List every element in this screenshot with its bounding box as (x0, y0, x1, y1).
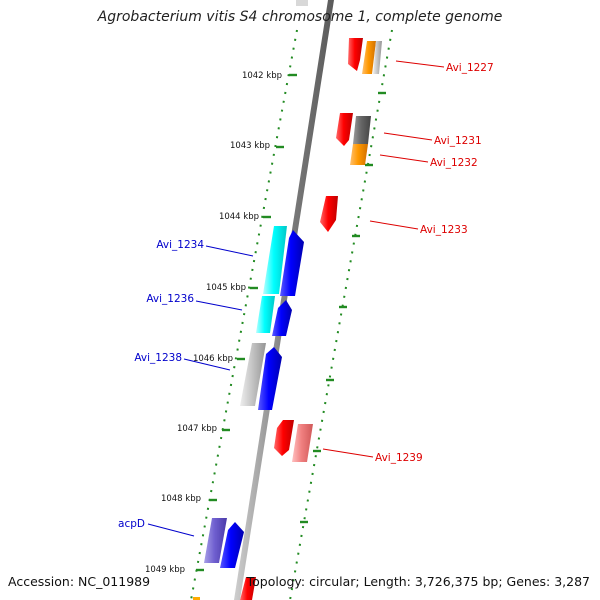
left-rail (190, 29, 298, 600)
gene-arrow (348, 38, 363, 71)
ruler-label: 1043 kbp (230, 141, 270, 151)
gene-arrow (373, 41, 382, 74)
gene-arrow (350, 144, 368, 165)
gene-arrow (204, 518, 227, 563)
ruler-label: 1049 kbp (145, 565, 185, 575)
gene-arrow (336, 113, 353, 146)
gene-label-avi-1227[interactable]: Avi_1227 (446, 62, 494, 74)
gene-arrow (193, 597, 200, 600)
leader-line (195, 300, 243, 311)
gene-arrow (258, 347, 282, 410)
gene-label-avi-1239[interactable]: Avi_1239 (375, 452, 423, 464)
leader-line (395, 60, 445, 68)
gene-label-avi-1232[interactable]: Avi_1232 (430, 157, 478, 169)
gene-arrow (362, 41, 376, 74)
ruler-label: 1042 kbp (242, 71, 282, 81)
accession-label: Accession: NC_011989 (8, 574, 151, 589)
leader-line (147, 523, 195, 537)
leader-line (205, 245, 254, 257)
ruler-label: 1048 kbp (161, 494, 201, 504)
gene-arrow (280, 230, 304, 296)
ruler-label: 1044 kbp (219, 212, 259, 222)
ruler-label: 1046 kbp (193, 354, 233, 364)
right-rail-ticks (300, 91, 386, 524)
right-rail (289, 29, 393, 600)
gene-label-avi-1238[interactable]: Avi_1238 (134, 352, 182, 364)
gene-arrow (256, 296, 275, 333)
ruler-label: 1047 kbp (177, 424, 217, 434)
ruler-ticks (196, 73, 297, 572)
leader-line (183, 358, 231, 371)
gene-label-avi-1231[interactable]: Avi_1231 (434, 135, 482, 147)
gene-arrow (272, 300, 292, 336)
gene-arrow (263, 226, 287, 294)
gene-arrow (320, 196, 338, 232)
gene-arrow (240, 577, 256, 600)
gene-arrow (220, 522, 244, 568)
ruler-label: 1045 kbp (206, 283, 246, 293)
gene-arrow (292, 424, 313, 462)
topology-label: Topology: circular; Length: 3,726,375 bp… (246, 574, 590, 589)
map-title: Agrobacterium vitis S4 chromosome 1, com… (97, 9, 503, 25)
gene-label-avi-1233[interactable]: Avi_1233 (420, 224, 468, 236)
gene-arrow (353, 116, 371, 144)
gene-arrow (240, 343, 266, 406)
gene-arrow (274, 420, 294, 456)
leader-line (369, 220, 419, 230)
gene-label-acpd[interactable]: acpD (118, 518, 145, 530)
gene-label-avi-1236[interactable]: Avi_1236 (146, 293, 194, 305)
leader-line (379, 154, 429, 163)
leader-line (322, 448, 374, 458)
genome-axis (234, 0, 334, 600)
leader-line (383, 132, 433, 141)
gene-arrow (296, 0, 308, 6)
gene-label-avi-1234[interactable]: Avi_1234 (156, 239, 204, 251)
